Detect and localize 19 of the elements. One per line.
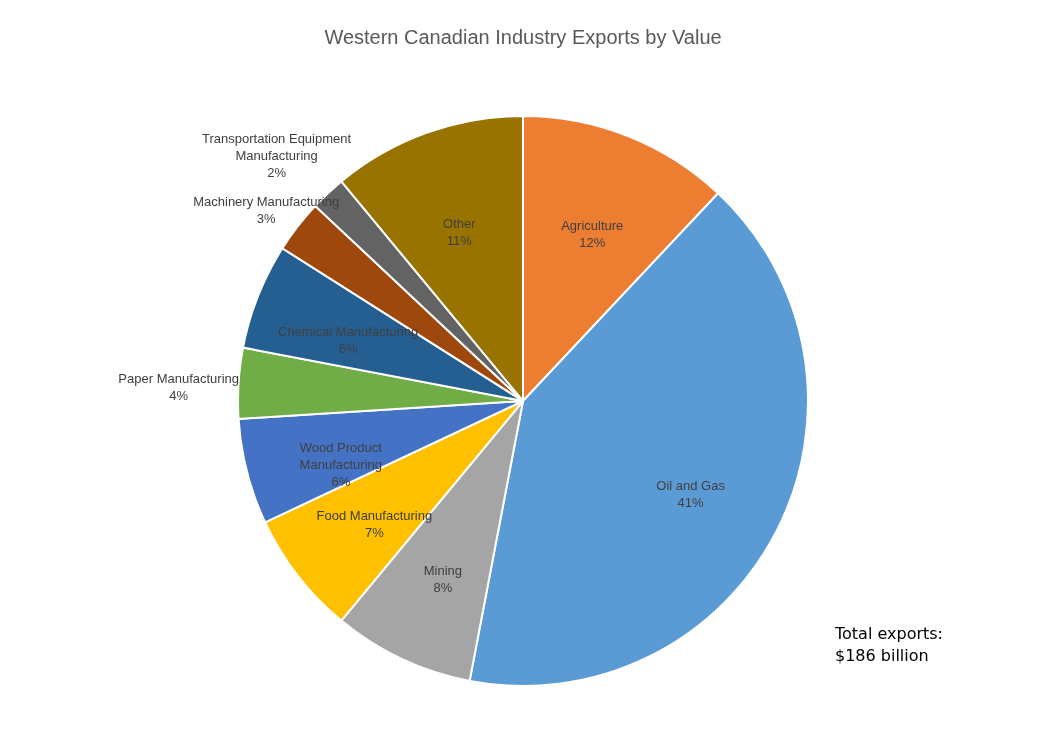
data-label: 3% — [256, 210, 277, 226]
data-label: 8% — [433, 580, 453, 596]
text: Total exports: $186 billion — [834, 624, 944, 665]
data-label: 6% — [331, 473, 351, 489]
data-label: 2% — [267, 164, 287, 180]
slice-label: Agriculture — [561, 218, 624, 234]
slice-label: Paper Manufacturing — [118, 371, 240, 387]
data-label: 41% — [677, 495, 705, 511]
slice-label: Transportation Equipment Manufacturing — [202, 130, 352, 163]
slice-label: Oil and Gas — [656, 478, 726, 494]
data-label: 11% — [446, 233, 473, 249]
data-label: 4% — [169, 388, 189, 404]
data-label: 7% — [364, 525, 385, 541]
slice-label: Mining — [423, 563, 463, 579]
slice-label: Other — [443, 216, 477, 232]
chart-title: Western Canadian Industry Exports by Value — [324, 26, 722, 48]
data-label: 6% — [338, 340, 358, 356]
slice-label: Wood Product Manufacturing — [299, 439, 383, 472]
data-label: 12% — [579, 235, 606, 251]
